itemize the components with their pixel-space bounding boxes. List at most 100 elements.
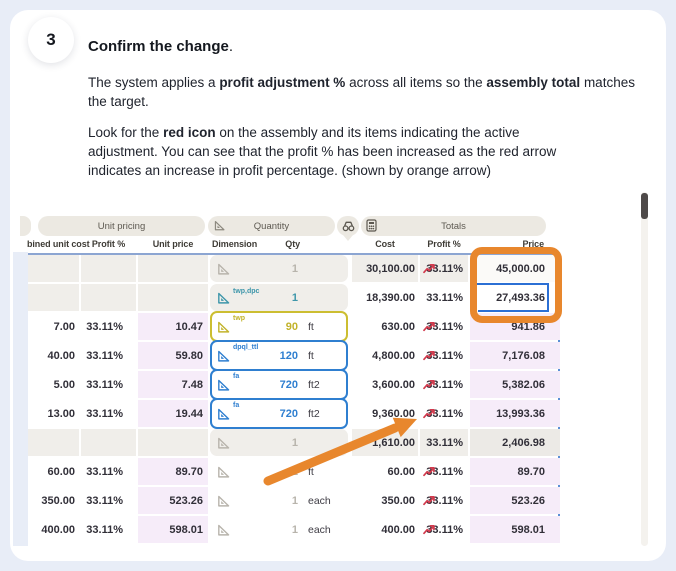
cell-cost[interactable]: 400.00	[381, 523, 415, 536]
cell-price[interactable]: 598.01	[470, 516, 560, 543]
qty-value: 1	[291, 436, 298, 449]
cell-dimension-qty[interactable]: 1	[210, 429, 348, 456]
cell-dimension-qty[interactable]: 1 each	[210, 516, 348, 543]
app-background-strip	[13, 252, 28, 546]
cell-unit-profit-pct[interactable]	[81, 429, 136, 456]
cell-price[interactable]: 13,993.36	[470, 400, 560, 427]
cell-dimension-qty[interactable]: 1 ft	[210, 458, 348, 485]
cell-unit-profit-pct[interactable]: 33.11%	[86, 407, 123, 420]
cell-dimension-qty[interactable]: twp 90 ft	[210, 311, 348, 342]
unit-label: ft	[308, 320, 314, 333]
totals-profit-value: 33.11%	[426, 407, 463, 420]
totals-profit-value: 33.11%	[426, 320, 463, 333]
cell-unit-price[interactable]: 7.48	[138, 371, 208, 398]
cell-totals-profit-pct[interactable]: 33.11%	[420, 487, 468, 514]
scrollbar-thumb[interactable]	[641, 193, 648, 219]
cell-totals-profit-pct[interactable]: 33.11%	[420, 458, 468, 485]
cell-totals-profit-pct[interactable]: 33.11%	[420, 284, 468, 311]
active-tab-notch	[343, 235, 353, 241]
cell-cost[interactable]: 30,100.00	[352, 255, 418, 282]
cell-cost[interactable]: 60.00	[387, 465, 415, 478]
cell-unit-profit-pct[interactable]: 33.11%	[86, 523, 123, 536]
find-items-button[interactable]	[337, 216, 359, 236]
cell-unit-price[interactable]	[138, 429, 208, 456]
cell-cost[interactable]: 3,600.00	[372, 378, 415, 391]
col-header-unit-price: Unit price	[152, 239, 194, 249]
trend-up-icon	[423, 263, 435, 274]
set-square-icon	[216, 290, 231, 305]
cell-price[interactable]: 27,493.36	[470, 283, 560, 315]
cell-dimension-qty[interactable]: fa 720 ft2	[210, 369, 348, 400]
cell-dimension-qty[interactable]: 1 each	[210, 487, 348, 514]
cell-price[interactable]: 941.86	[470, 313, 560, 340]
cell-totals-profit-pct[interactable]: 33.11%	[420, 371, 468, 398]
cell-price[interactable]: 89.70	[470, 458, 560, 485]
cell-unit-price[interactable]: 89.70	[138, 458, 208, 485]
totals-profit-value: 33.11%	[426, 378, 463, 391]
cell-cost[interactable]: 350.00	[381, 494, 415, 507]
cell-unit-price[interactable]	[138, 284, 208, 311]
cell-cost[interactable]: 9,360.00	[372, 407, 415, 420]
trend-up-icon	[423, 379, 435, 390]
cell-price[interactable]: 45,000.00	[470, 255, 560, 282]
trend-up-icon	[423, 408, 435, 419]
cell-price[interactable]: 523.26	[470, 487, 560, 514]
trend-up-icon	[423, 321, 435, 332]
cell-cost[interactable]: 1,610.00	[352, 429, 418, 456]
cell-totals-profit-pct[interactable]: 33.11%	[420, 516, 468, 543]
cell-unit-profit-pct[interactable]	[81, 255, 136, 282]
cell-dimension-qty[interactable]: twp,dpc 1	[210, 284, 348, 311]
cell-combined-unit-cost[interactable]: 60.00	[47, 465, 75, 478]
cell-unit-price[interactable]: 10.47	[138, 313, 208, 340]
cell-unit-price[interactable]: 523.26	[138, 487, 208, 514]
cell-combined-unit-cost[interactable]: 13.00	[47, 407, 75, 420]
unit-label: each	[308, 494, 331, 507]
col-header-dimension: Dimension	[212, 239, 258, 249]
qty-value: 1	[291, 291, 298, 304]
cell-dimension-qty[interactable]: fa 720 ft2	[210, 398, 348, 429]
cell-unit-price[interactable]	[138, 255, 208, 282]
cell-totals-profit-pct[interactable]: 33.11%	[420, 342, 468, 369]
cell-combined-unit-cost[interactable]: 40.00	[47, 349, 75, 362]
cell-cost[interactable]: 4,800.00	[372, 349, 415, 362]
set-square-icon	[216, 493, 231, 508]
cell-combined-unit-cost[interactable]: 400.00	[41, 523, 75, 536]
cell-unit-profit-pct[interactable]: 33.11%	[86, 494, 123, 507]
cell-unit-price[interactable]: 598.01	[138, 516, 208, 543]
doc-card: 3 Confirm the change. The system applies…	[10, 10, 666, 561]
cell-combined-unit-cost[interactable]	[28, 284, 79, 311]
set-square-icon	[216, 261, 231, 276]
scrollbar-track[interactable]	[641, 192, 648, 546]
cell-combined-unit-cost[interactable]: 350.00	[41, 494, 75, 507]
cell-dimension-qty[interactable]: dpql_ttl 120 ft	[210, 340, 348, 371]
step-title-suffix: .	[228, 38, 234, 55]
cell-totals-profit-pct[interactable]: 33.11%	[420, 313, 468, 340]
cell-combined-unit-cost[interactable]	[28, 429, 79, 456]
cell-unit-profit-pct[interactable]: 33.11%	[86, 349, 123, 362]
cell-totals-profit-pct[interactable]: 33.11%	[420, 255, 468, 282]
cell-totals-profit-pct[interactable]: 33.11%	[420, 429, 468, 456]
cell-price[interactable]: 5,382.06	[470, 371, 560, 398]
dimension-label: dpql_ttl	[233, 344, 259, 351]
table-row: twp,dpc 1 18,390.00 33.11% 27,493.36	[28, 283, 560, 315]
group-label-quantity: Quantity	[253, 220, 290, 232]
cell-unit-profit-pct[interactable]: 33.11%	[86, 320, 123, 333]
cell-unit-profit-pct[interactable]	[81, 284, 136, 311]
paragraph-1: The system applies a profit adjustment %…	[88, 75, 635, 109]
totals-profit-value: 33.11%	[426, 291, 463, 304]
cell-combined-unit-cost[interactable]	[28, 255, 79, 282]
cell-dimension-qty[interactable]: 1	[210, 255, 348, 282]
cell-combined-unit-cost[interactable]: 5.00	[53, 378, 75, 391]
cell-unit-price[interactable]: 59.80	[138, 342, 208, 369]
cell-combined-unit-cost[interactable]: 7.00	[53, 320, 75, 333]
cell-price[interactable]: 2,406.98	[470, 429, 560, 456]
cell-unit-profit-pct[interactable]: 33.11%	[86, 378, 123, 391]
cell-totals-profit-pct[interactable]: 33.11%	[420, 400, 468, 427]
calculator-icon[interactable]	[366, 219, 377, 232]
cell-cost[interactable]: 630.00	[381, 320, 415, 333]
trend-up-icon	[423, 495, 435, 506]
cell-cost[interactable]: 18,390.00	[366, 291, 415, 304]
cell-unit-profit-pct[interactable]: 33.11%	[86, 465, 123, 478]
cell-unit-price[interactable]: 19.44	[138, 400, 208, 427]
cell-price[interactable]: 7,176.08	[470, 342, 560, 369]
